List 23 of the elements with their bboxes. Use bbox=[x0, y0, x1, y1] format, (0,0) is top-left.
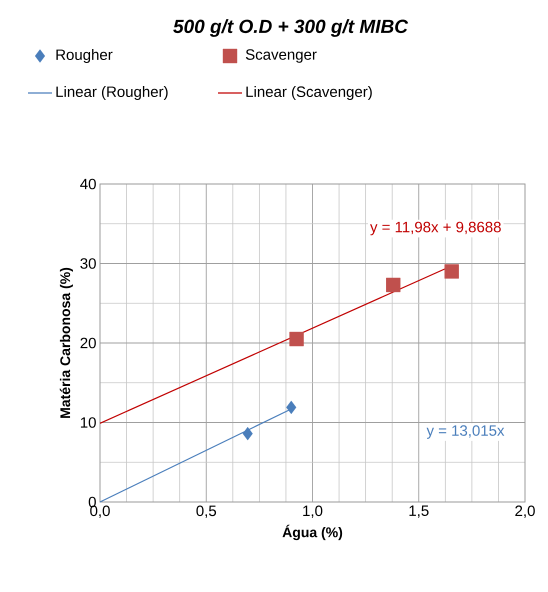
y-tick-label: 20 bbox=[80, 338, 96, 348]
y-tick-label: 40 bbox=[80, 178, 96, 190]
legend-label: Linear (Scavenger) bbox=[246, 86, 372, 100]
point bbox=[286, 400, 296, 414]
x-tick-label: 1,0 bbox=[303, 506, 322, 518]
x-axis-title: Água (%) bbox=[282, 524, 342, 540]
annotation: y = 13,015x bbox=[426, 425, 504, 439]
x-tick-label: 0,0 bbox=[90, 506, 110, 518]
y-tick-label: 10 bbox=[80, 417, 96, 428]
x-tick-label: 0,5 bbox=[196, 506, 216, 518]
point bbox=[444, 264, 459, 279]
y-tick-label: 30 bbox=[80, 258, 96, 269]
legend-label: Scavenger bbox=[246, 49, 317, 63]
x-tick-label: 2,0 bbox=[515, 506, 535, 518]
point bbox=[242, 426, 253, 440]
point bbox=[289, 332, 304, 346]
point bbox=[386, 278, 400, 292]
chart-title: 500 g/t O.D + 300 g/t MIBC bbox=[173, 19, 408, 37]
legend-label: Rougher bbox=[56, 49, 112, 63]
x-tick-label: 1,5 bbox=[409, 506, 429, 518]
y-axis-title: Matéria Carbonosa (%) bbox=[60, 268, 73, 418]
legend-label: Linear (Rougher) bbox=[56, 86, 168, 100]
annotation: y = 11,98x + 9,8688 bbox=[370, 222, 501, 236]
